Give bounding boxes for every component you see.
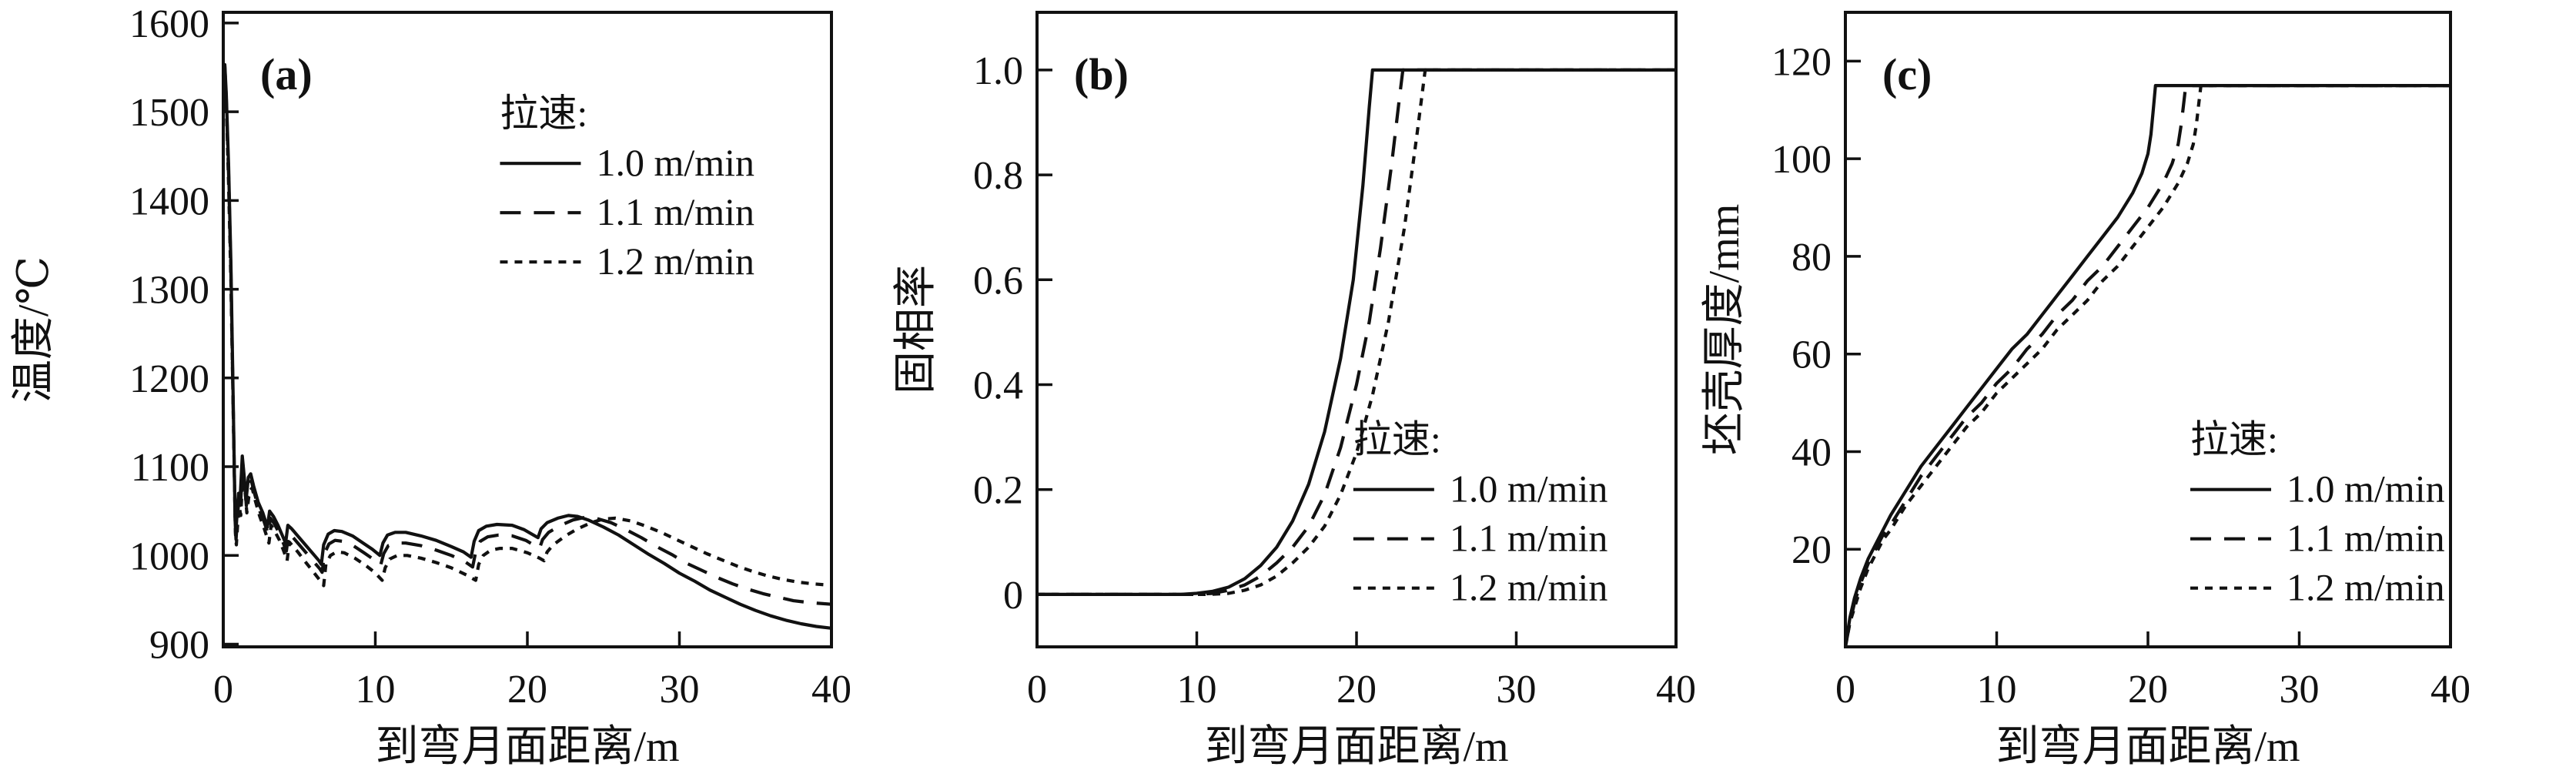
y-tick-label: 1400 <box>129 179 209 223</box>
y-tick-label: 20 <box>1791 528 1832 572</box>
panel-tag: (b) <box>1074 49 1129 99</box>
legend-item-label: 1.0 m/min <box>2287 467 2445 511</box>
x-tick-label: 40 <box>811 668 851 712</box>
legend-title: 拉速: <box>1353 418 1441 461</box>
x-tick-label: 10 <box>1177 668 1217 712</box>
x-tick-label: 30 <box>1497 668 1537 712</box>
y-tick-label: 60 <box>1791 333 1832 377</box>
panel-b: 0 10 20 30 40 0 0.2 0.4 0.6 0.8 1.0 到弯月面距离/m 固相率 (b) 拉… <box>892 11 1696 771</box>
x-tick-label: 0 <box>213 668 233 712</box>
y-axis-label: 固相率 <box>892 265 940 394</box>
x-tick-label: 30 <box>2280 668 2320 712</box>
panel-a: 0 10 20 30 40 900 1000 1100 1200 1300 1400 1500 1600… <box>10 2 851 771</box>
legend-title: 拉速: <box>2190 418 2278 461</box>
x-tick-label: 10 <box>356 668 396 712</box>
y-tick-label: 0 <box>1003 574 1023 618</box>
legend: 拉速:1.0 m/min 1.1 m/min 1.2 m/min <box>500 92 754 283</box>
x-tick-label: 0 <box>1027 668 1047 712</box>
legend: 拉速:1.0 m/min 1.1 m/min 1.2 m/min <box>2190 418 2445 609</box>
x-tick-label: 20 <box>507 668 547 712</box>
x-tick-label: 10 <box>1977 668 2017 712</box>
y-tick-label: 0.2 <box>973 469 1023 513</box>
panel-tag: (c) <box>1882 49 1932 99</box>
legend-item-label: 1.0 m/min <box>1450 467 1608 511</box>
y-axis-label: 温度/℃ <box>10 256 58 403</box>
legend-item-label: 1.1 m/min <box>1450 517 1608 560</box>
y-tick-label: 1600 <box>129 2 209 46</box>
legend-item-label: 1.1 m/min <box>596 190 754 233</box>
y-tick-label: 1100 <box>131 446 209 490</box>
x-tick-label: 40 <box>2430 668 2471 712</box>
y-tick-label: 1300 <box>129 269 209 313</box>
x-tick-label: 30 <box>660 668 700 712</box>
legend: 拉速:1.0 m/min 1.1 m/min 1.2 m/min <box>1353 418 1608 609</box>
x-tick-label: 40 <box>1656 668 1696 712</box>
y-tick-label: 100 <box>1771 138 1832 182</box>
y-tick-label: 0.4 <box>973 364 1023 408</box>
series-1-2-m-min <box>1843 83 2451 648</box>
legend-item-label: 1.2 m/min <box>596 239 754 283</box>
panel-c: 0 10 20 30 40 20 40 60 80 100 120 到弯月面距离/m 坯壳厚度/mm (c… <box>1701 11 2471 771</box>
legend-item-label: 1.2 m/min <box>2287 566 2445 609</box>
x-tick-label: 20 <box>1337 668 1377 712</box>
y-tick-label: 0.6 <box>973 259 1023 303</box>
y-tick-label: 80 <box>1791 236 1832 280</box>
series-1-1-m-min <box>221 65 832 606</box>
x-axis-label: 到弯月面距离/m <box>1996 723 2300 771</box>
panel-tag: (a) <box>260 49 313 99</box>
y-tick-label: 900 <box>149 624 209 668</box>
y-tick-label: 1.0 <box>973 49 1023 93</box>
y-tick-label: 1000 <box>129 534 209 578</box>
x-tick-label: 20 <box>2128 668 2168 712</box>
legend-item-label: 1.1 m/min <box>2287 517 2445 560</box>
y-tick-label: 1500 <box>129 91 209 135</box>
y-tick-label: 120 <box>1771 40 1832 84</box>
y-tick-label: 1200 <box>129 357 209 401</box>
x-tick-label: 0 <box>1835 668 1855 712</box>
legend-item-label: 1.2 m/min <box>1450 566 1608 609</box>
x-axis-label: 到弯月面距离/m <box>375 723 679 771</box>
series-1-0-m-min <box>1843 83 2451 648</box>
series-1-1-m-min <box>1843 83 2451 648</box>
series-1-2-m-min <box>221 66 832 588</box>
x-axis-label: 到弯月面距离/m <box>1204 723 1508 771</box>
legend-title: 拉速: <box>500 92 587 135</box>
series-1-2-m-min <box>1037 68 1676 597</box>
legend-item-label: 1.0 m/min <box>596 141 754 184</box>
y-tick-label: 0.8 <box>973 154 1023 198</box>
y-axis-label: 坯壳厚度/mm <box>1701 204 1748 456</box>
y-tick-label: 40 <box>1791 430 1832 474</box>
